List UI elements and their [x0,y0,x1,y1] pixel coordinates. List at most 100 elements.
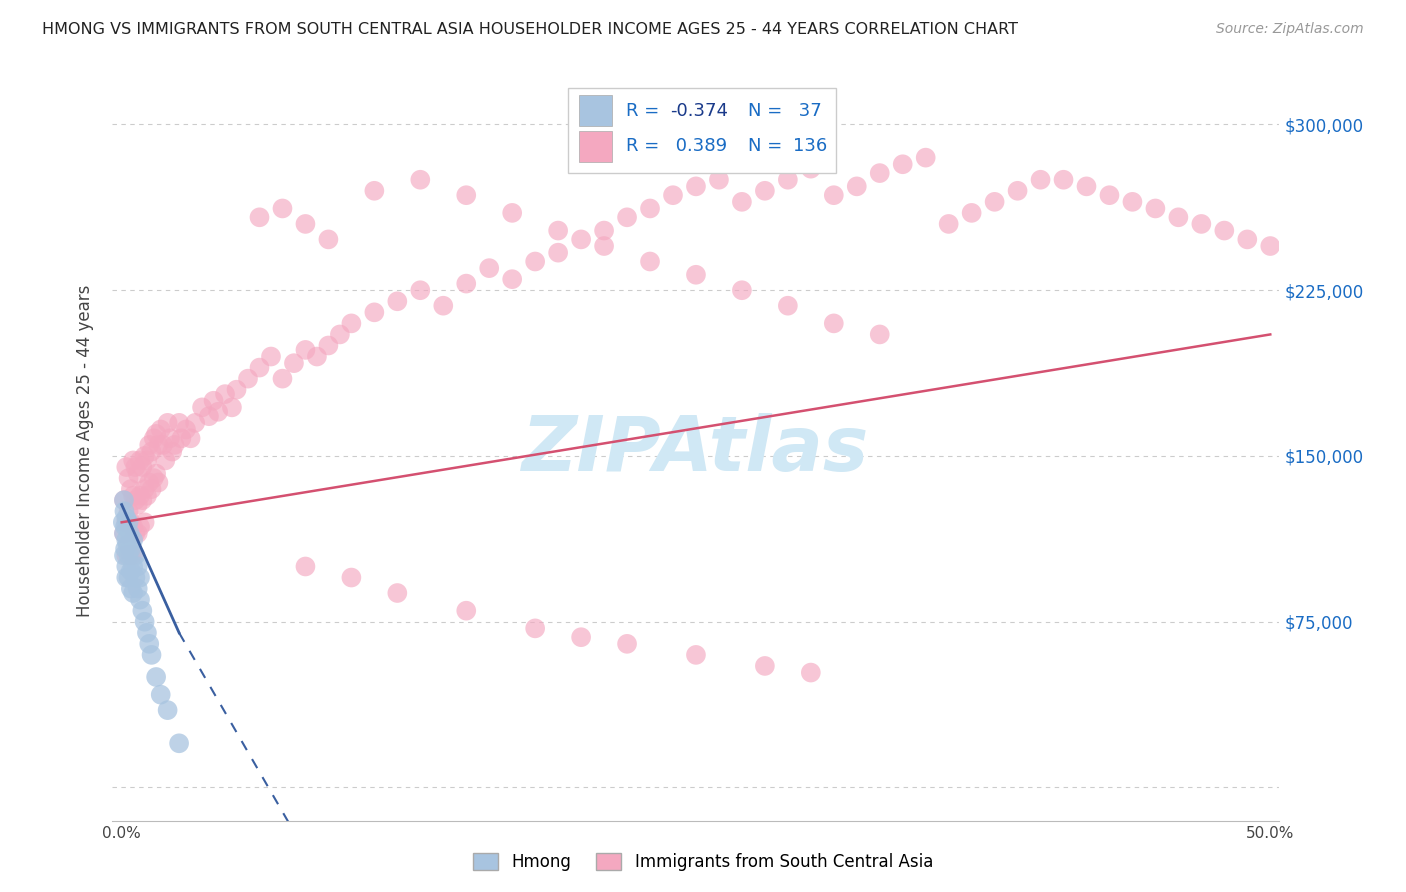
Point [329,327,352,342]
Point [869,166,891,180]
Point [387,586,409,600]
Text: 37: 37 [793,102,821,120]
Point [294,343,316,357]
FancyBboxPatch shape [568,87,837,173]
Point [136,453,159,467]
Point [120,564,142,578]
Point [117,471,139,485]
Point [145,670,167,684]
Point [260,350,283,364]
Point [115,549,138,563]
Point [114,541,136,556]
Point [124,570,146,584]
Point [148,475,170,490]
Point [174,422,197,436]
Point [340,317,363,331]
Point [117,516,139,530]
Point [122,533,145,547]
Point [156,703,179,717]
Point [960,206,983,220]
Point [236,371,259,385]
Point [409,283,432,297]
Point [112,504,135,518]
Point [707,172,730,186]
Point [800,665,823,680]
Point [731,194,754,209]
Point [409,172,432,186]
Point [1098,188,1121,202]
Point [115,460,138,475]
Point [294,217,316,231]
Point [456,188,478,202]
Point [363,184,385,198]
Point [124,460,146,475]
Point [685,179,707,194]
Point [124,526,146,541]
Text: -0.374: -0.374 [671,102,728,120]
Point [127,467,149,481]
Point [1007,184,1029,198]
Point [318,338,340,352]
Point [170,431,193,445]
Point [891,157,914,171]
Point [127,582,149,596]
Point [524,621,547,635]
Point [685,268,707,282]
Point [145,426,167,441]
Text: 136: 136 [793,137,827,155]
Point [271,371,294,385]
Text: N =: N = [748,137,789,155]
Point [1189,217,1212,231]
Point [983,194,1005,209]
Point [134,482,156,496]
Text: 0.389: 0.389 [671,137,727,155]
Point [112,526,135,541]
Point [869,327,891,342]
Point [117,570,139,584]
Point [501,206,523,220]
Point [142,471,165,485]
Point [776,172,799,186]
Point [638,202,661,216]
Point [387,294,409,309]
Point [207,405,229,419]
Point [120,516,142,530]
Point [318,232,340,246]
Point [1144,202,1167,216]
Point [114,519,136,533]
Point [845,179,868,194]
Point [271,202,294,216]
Point [122,549,145,563]
Point [129,453,152,467]
Point [547,223,569,237]
Text: N =: N = [748,102,789,120]
Point [305,350,328,364]
Text: HMONG VS IMMIGRANTS FROM SOUTH CENTRAL ASIA HOUSEHOLDER INCOME AGES 25 - 44 YEAR: HMONG VS IMMIGRANTS FROM SOUTH CENTRAL A… [42,22,1018,37]
Point [478,261,501,276]
Point [115,570,138,584]
Point [152,438,174,452]
Point [1213,223,1236,237]
Point [1167,211,1189,225]
Point [127,498,149,512]
Point [134,449,156,463]
Point [501,272,523,286]
Point [456,277,478,291]
Point [120,482,142,496]
Point [117,537,139,551]
Point [136,489,159,503]
Point [202,393,225,408]
Point [569,232,592,246]
Point [145,467,167,481]
Point [142,431,165,445]
Point [138,475,160,490]
Point [593,223,616,237]
Point [122,489,145,503]
Point [524,254,547,268]
Point [638,254,661,268]
Point [124,493,146,508]
Point [120,549,142,563]
Point [754,184,776,198]
Point [112,493,135,508]
Point [1121,194,1143,209]
